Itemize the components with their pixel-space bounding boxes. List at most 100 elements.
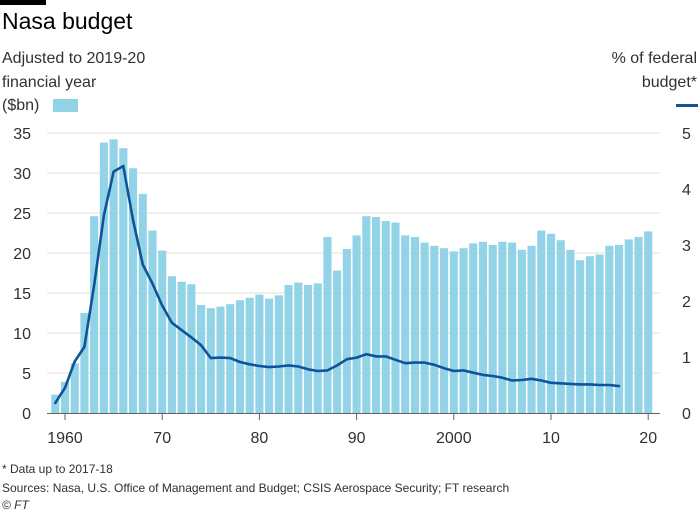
- y2-tick-label: 5: [682, 126, 691, 143]
- bar-1970: [158, 250, 167, 413]
- bar-1974: [197, 305, 206, 413]
- bar-1978: [235, 300, 245, 413]
- legend-bar-swatch: [53, 99, 78, 112]
- x-tick-label: 10: [542, 430, 560, 447]
- y2-tick-label: 2: [682, 294, 691, 311]
- bar-2013: [576, 260, 585, 413]
- bar-1962: [80, 313, 89, 413]
- bar-2009: [537, 230, 546, 413]
- bar-1982: [274, 295, 283, 413]
- bar-1984: [294, 282, 303, 413]
- bar-1960: [60, 381, 70, 413]
- ft-top-bar: [0, 0, 46, 5]
- right-axis-label-line-2: budget*: [641, 73, 697, 91]
- line-series: [53, 164, 621, 405]
- left-axis-label-line-3: ($bn): [2, 97, 40, 114]
- left-axis-label: Adjusted to 2019-20 financial year ($bn): [2, 47, 145, 118]
- left-axis-label-line-2: financial year: [2, 73, 97, 91]
- bar-1996: [410, 237, 419, 413]
- bar-2018: [624, 239, 633, 413]
- bar-2006: [508, 242, 517, 413]
- x-tick-label: 20: [639, 430, 657, 447]
- ft-credit: © FT: [2, 498, 29, 512]
- axes: 0 5 10 15 20 25 30 35 0 1 2 3 4 5 1960 70 80 90 2000 10 20: [13, 126, 691, 447]
- bar-1998: [430, 245, 439, 413]
- bar-1968: [138, 193, 147, 413]
- bar-2019: [634, 237, 643, 413]
- y-tick-label: 15: [13, 286, 31, 303]
- bar-1981: [265, 298, 274, 413]
- bar-1971: [167, 276, 176, 413]
- bar-2007: [517, 249, 526, 413]
- bar-2005: [498, 241, 507, 413]
- bar-1993: [381, 221, 390, 413]
- y2-tick-label: 4: [682, 182, 691, 199]
- y-tick-label: 30: [13, 166, 31, 183]
- bar-1994: [391, 222, 400, 413]
- x-tick-label: 90: [348, 430, 366, 447]
- bar-1985: [303, 285, 313, 413]
- bar-1983: [284, 285, 293, 413]
- bar-2004: [488, 245, 497, 413]
- bar-1989: [342, 249, 351, 413]
- bar-1997: [420, 242, 429, 413]
- bar-1973: [187, 284, 196, 413]
- bar-1995: [401, 235, 410, 413]
- bar-1980: [255, 294, 264, 413]
- y-tick-label: 0: [22, 406, 31, 423]
- left-axis-label-line-1: Adjusted to 2019-20: [2, 50, 146, 67]
- right-axis-label: % of federal budget*: [612, 47, 697, 94]
- bar-2012: [566, 249, 575, 413]
- bar-1990: [352, 235, 361, 413]
- bar-2000: [449, 251, 458, 413]
- x-tick-label: 2000: [436, 430, 472, 447]
- y2-tick-label: 1: [682, 350, 691, 367]
- bar-1999: [440, 248, 449, 413]
- bar-1969: [148, 230, 157, 413]
- bar-2001: [459, 248, 468, 413]
- bar-1975: [206, 308, 215, 413]
- bar-2017: [614, 245, 624, 413]
- right-axis-label-line-1: % of federal: [611, 50, 697, 67]
- bar-1988: [333, 270, 342, 413]
- x-tick-label: 1960: [47, 430, 83, 447]
- y-tick-label: 10: [13, 326, 31, 343]
- bar-1965: [109, 139, 118, 413]
- bar-2002: [469, 243, 478, 413]
- bar-2011: [556, 240, 565, 413]
- y-tick-label: 20: [13, 246, 31, 263]
- bar-2003: [478, 241, 488, 413]
- federal-budget-share-line: [53, 164, 621, 405]
- y2-tick-label: 3: [682, 238, 691, 255]
- footnote: * Data up to 2017-18: [2, 462, 113, 476]
- x-tick-label: 70: [153, 430, 171, 447]
- bar-1966: [119, 148, 128, 413]
- bar-1972: [177, 281, 186, 413]
- y2-tick-label: 0: [682, 406, 691, 423]
- bar-1976: [216, 306, 225, 413]
- bar-2014: [585, 256, 594, 413]
- bar-1986: [313, 283, 322, 413]
- x-tick-label: 80: [251, 430, 269, 447]
- y-tick-label: 5: [22, 366, 31, 383]
- bar-1992: [371, 217, 381, 413]
- bar-1979: [245, 297, 254, 413]
- bar-1964: [99, 142, 108, 413]
- bar-2015: [595, 254, 604, 413]
- bar-1963: [90, 216, 99, 413]
- y-tick-label: 25: [13, 206, 31, 223]
- bar-2010: [546, 233, 556, 413]
- bar-1987: [323, 237, 332, 413]
- bar-1991: [362, 216, 371, 413]
- bar-2020: [644, 231, 653, 413]
- bar-1961: [70, 363, 79, 413]
- chart-title: Nasa budget: [2, 8, 133, 34]
- bar-2008: [527, 245, 536, 413]
- y-tick-label: 35: [13, 126, 31, 143]
- legend-line-swatch: [676, 104, 698, 107]
- sources: Sources: Nasa, U.S. Office of Management…: [2, 481, 510, 495]
- bar-series: [51, 139, 653, 413]
- bar-1967: [128, 168, 138, 413]
- bar-2016: [605, 245, 614, 413]
